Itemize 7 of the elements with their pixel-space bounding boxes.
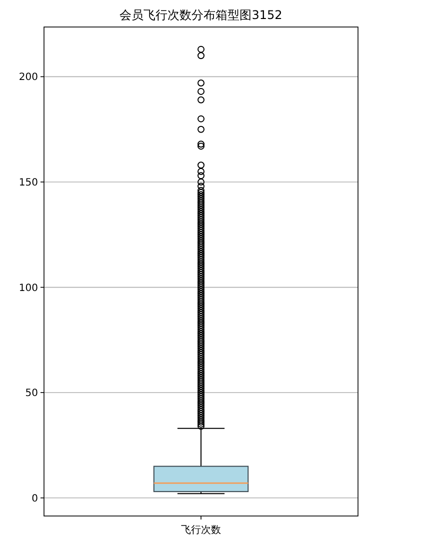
y-tick-label: 150	[18, 177, 38, 188]
y-tick-label: 50	[25, 388, 38, 400]
chart-title: 会员飞行次数分布箱型图3152	[120, 8, 282, 22]
y-tick-label: 0	[32, 493, 38, 504]
y-tick-label: 200	[18, 72, 38, 84]
y-tick-label: 100	[18, 282, 38, 294]
x-tick-label: 飞行次数	[181, 525, 221, 536]
